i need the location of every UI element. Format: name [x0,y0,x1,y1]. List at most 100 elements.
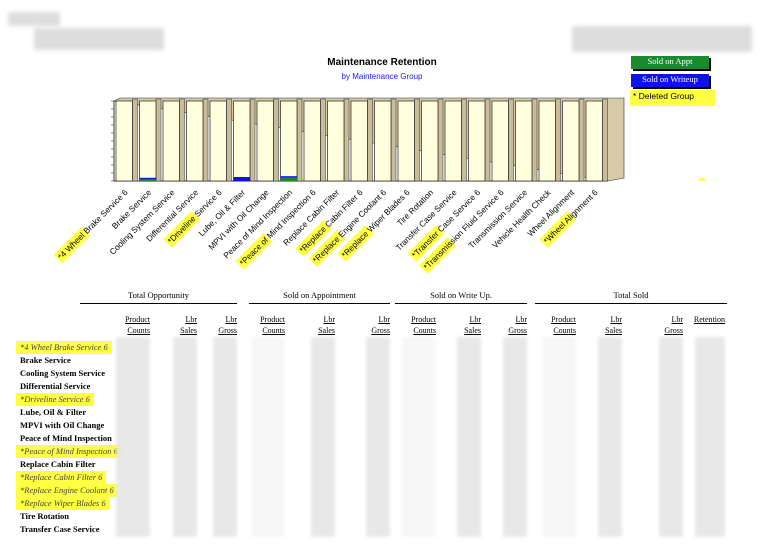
bar-side [296,98,303,182]
column-header-text: Counts [553,326,576,335]
row-label: Differential Service [20,381,91,391]
bar-total-7 [280,100,298,182]
row-label: Replace Cabin Filter [20,459,96,469]
column-header: Product Counts [116,314,150,336]
redacted-header-right [572,26,752,52]
redacted-column-values [457,337,481,537]
redacted-column-values [213,337,237,537]
column-header-text: Lbr [515,315,527,324]
row-label: Cooling System Service [20,368,105,378]
deleted-highlight [407,225,445,262]
bar-side [273,98,279,182]
column-header-text: Counts [413,326,436,335]
column-header: Lbr Sales [457,314,481,336]
deleted-highlight [419,237,456,274]
bar-total-1 [139,100,157,182]
column-header: Product Counts [402,314,436,336]
deleted-highlight [337,224,375,262]
redacted-column-values [311,337,335,537]
column-header: Lbr Gross [213,314,237,336]
row-label: Lube, Oil & Filter [20,407,87,417]
column-header-text: Product [260,315,285,324]
bar-side [508,98,514,182]
bar-total-19 [562,100,580,182]
bar-side [343,98,350,182]
row-label: *Replace Engine Coolant 6 [16,484,118,497]
column-header: Lbr Sales [311,314,335,336]
column-header-text: Lbr [185,315,197,324]
legend-deleted-group: * Deleted Group [630,90,715,106]
bar-total-18 [538,100,556,182]
bar-total-11 [374,100,392,182]
bar-side [437,98,444,182]
redacted-column-values [366,337,390,537]
redacted-column-values [173,337,197,537]
group-header: Sold on Write Up. [395,290,527,304]
bar-total-12 [397,100,415,182]
legend-sold-on-writeup: Sold on Writeup [631,74,709,87]
deleted-highlight [235,232,273,270]
bar-side [578,98,585,182]
bar-writeup-7 [280,176,297,178]
bar-side [320,98,326,182]
column-header-text: Lbr [378,315,390,324]
bar-total-4 [209,100,227,182]
column-header-text: Gross [664,326,683,335]
bar-side [390,98,397,182]
deleted-highlight [53,226,91,264]
column-header-text: Product [411,315,436,324]
bar-total-14 [444,100,462,182]
group-header: Total Sold [535,290,727,304]
bar-side [555,98,561,182]
column-header: Product Counts [542,314,576,336]
bar-total-20 [585,100,603,182]
deleted-highlight [163,210,201,248]
bar-side [226,98,232,182]
bar-total-13 [421,100,439,182]
column-header: Lbr Gross [366,314,390,336]
column-header-text: Sales [180,326,197,335]
group-header: Total Opportunity [80,290,237,304]
bar-side [132,98,138,182]
bar-total-3 [186,100,204,182]
column-header: Lbr Gross [503,314,527,336]
bar-total-15 [468,100,486,182]
bar-side [367,98,373,182]
redacted-column-values [116,337,150,537]
redacted-column-values [542,337,576,537]
column-header: Product Counts [251,314,285,336]
column-header-text: Sales [464,326,481,335]
bar-total-5 [233,100,251,182]
column-header-text: Counts [262,326,285,335]
bar-total-9 [327,100,345,182]
column-header-text: Lbr [469,315,481,324]
column-header: Lbr Gross [659,314,683,336]
bar-writeup-1 [139,177,156,180]
bar-side [531,98,538,182]
group-header: Sold on Appointment [249,290,390,304]
column-header-text: Gross [508,326,527,335]
column-header-text: Lbr [610,315,622,324]
bar-side [249,98,256,182]
column-header-text: Gross [218,326,237,335]
column-header-text: Product [125,315,150,324]
row-label: *Replace Cabin Filter 6 [16,471,107,484]
column-header: Lbr Sales [173,314,197,336]
redacted-column-values [695,337,725,537]
bar-total-6 [256,100,274,182]
row-label: *Driveline Service 6 [16,393,94,406]
redacted-header-left [8,12,60,26]
column-header: Retention [687,314,725,336]
chart-subtitle: by Maintenance Group [341,72,423,81]
column-header-text: Lbr [225,315,237,324]
redacted-column-values [503,337,527,537]
row-label: *Peace of Mind Inspection 6 [16,445,122,458]
redacted-header-left-2 [34,28,164,50]
legend-sold-on-appt: Sold on Appt [631,56,709,69]
bar-total-8 [303,100,321,182]
bar-side [202,98,209,182]
redacted-column-values [598,337,622,537]
redacted-column-values [402,337,436,537]
chart-title: Maintenance Retention [327,57,437,68]
